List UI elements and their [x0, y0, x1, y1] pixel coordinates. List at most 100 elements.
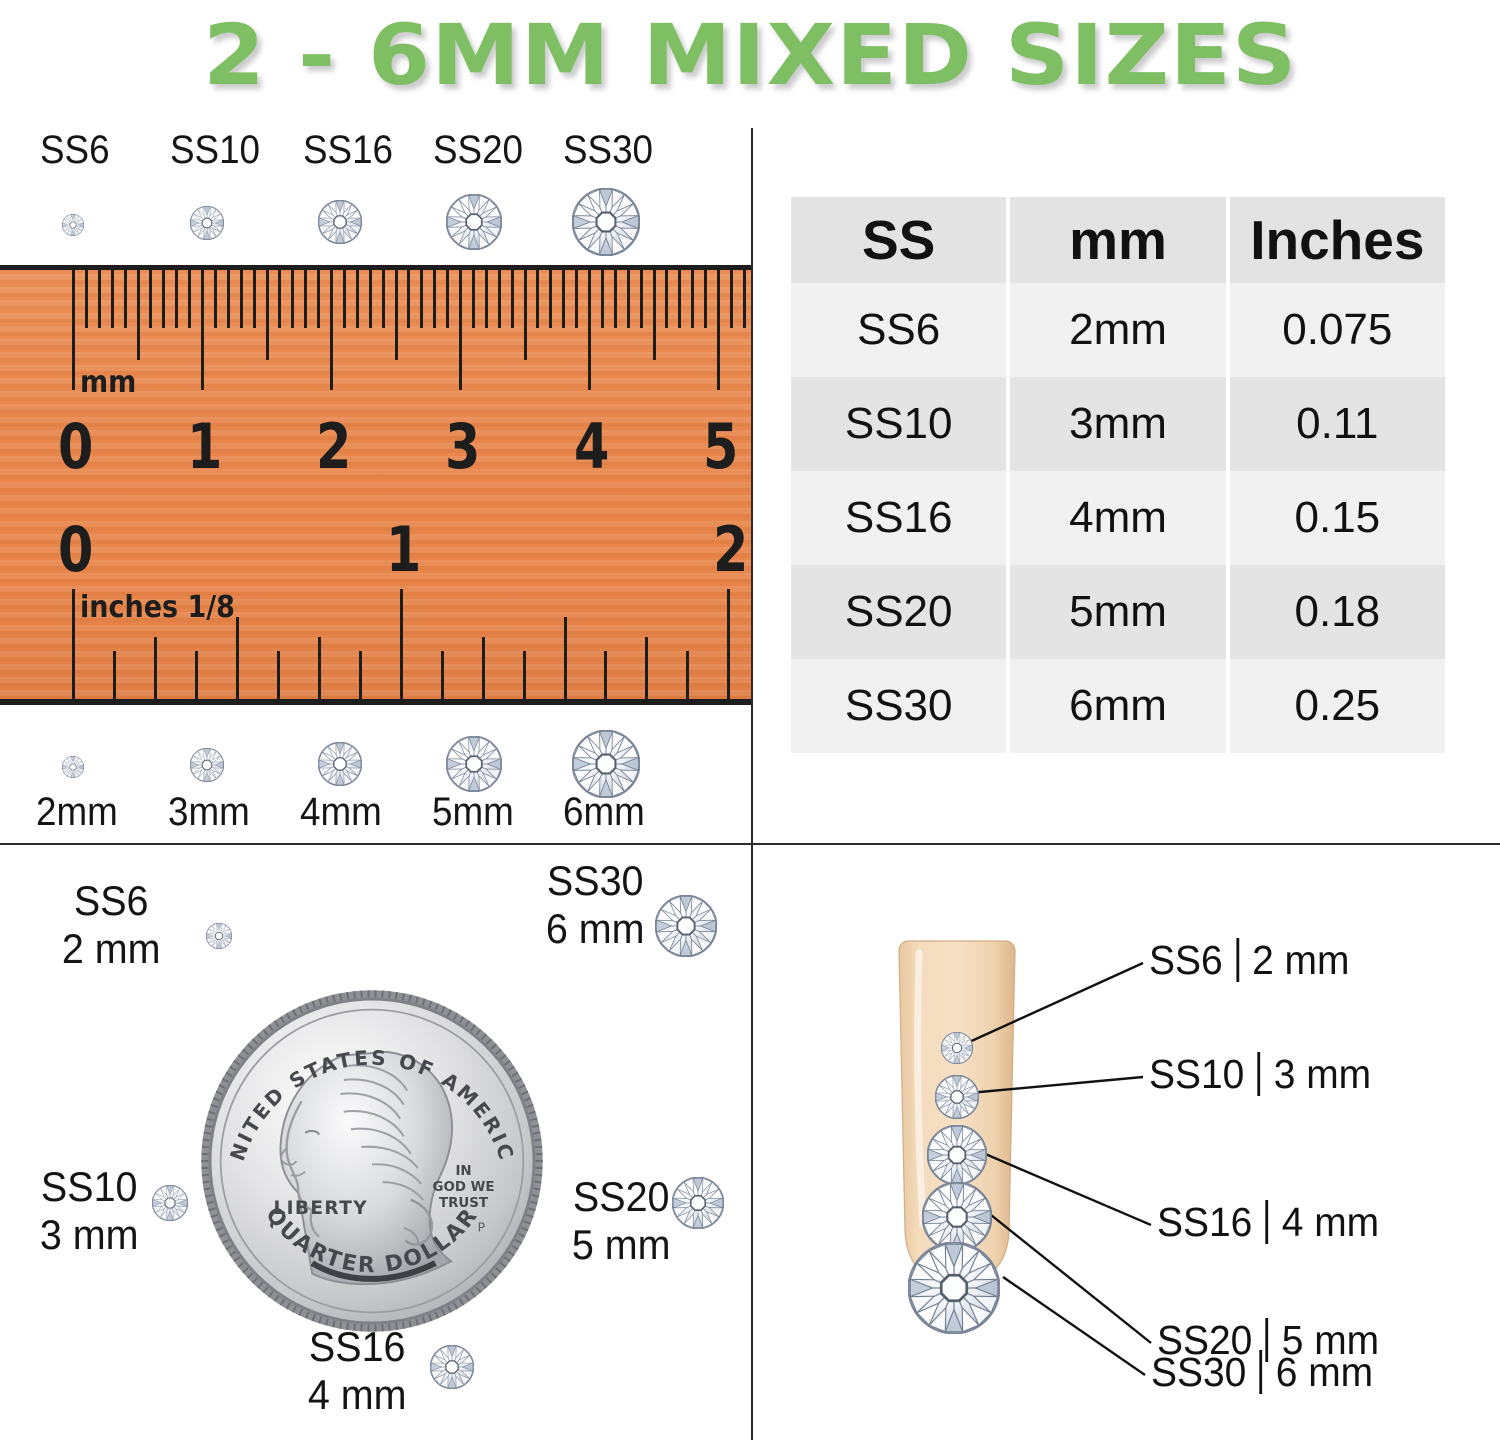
- size-conversion-table: SS mm Inches SS6 2mm 0.075 SS10 3mm 0.11…: [787, 197, 1449, 753]
- bottom-stone-row: [0, 722, 751, 799]
- cell-mm: 3mm: [1010, 377, 1226, 471]
- coin-label-ss30-mm: 6 mm: [545, 905, 645, 953]
- bottom-mm-label-1: 3mm: [168, 790, 250, 834]
- coin-motto-text: IN GOD WE TRUST: [433, 1164, 495, 1211]
- ruler-mm-unit-label: mm: [80, 365, 137, 400]
- nail-callout-ss20: SS20 5 mm: [1157, 1317, 1379, 1364]
- coin-label-ss10-ss: SS10: [40, 1163, 138, 1210]
- nail-callout-ss16-mm: 4 mm: [1281, 1199, 1380, 1245]
- cell-inches: 0.18: [1229, 565, 1445, 659]
- top-ss-label-2: SS16: [303, 128, 394, 172]
- top-ss-label-row: SS6 SS10 SS16 SS20 SS30: [0, 128, 751, 186]
- top-ss-label-0: SS6: [40, 128, 110, 172]
- ruler-mm-number: 4: [574, 410, 610, 483]
- ruler-inches-unit-label: inches 1/8: [80, 590, 235, 625]
- nail-callout-ss10-mm: 3 mm: [1273, 1051, 1372, 1097]
- rhinestone-ss6: [205, 922, 233, 950]
- nail-rhinestone-ss6: [940, 1031, 974, 1065]
- cell-inches: 0.075: [1229, 283, 1445, 377]
- coin-label-ss16-ss: SS16: [308, 1323, 406, 1370]
- coin-label-ss10: SS10 3 mm: [14, 1163, 164, 1260]
- rhinestone-ss6: [61, 213, 85, 237]
- separator-bar: [1265, 1200, 1269, 1244]
- nail-callout-ss6-ss: SS6: [1149, 937, 1223, 983]
- rhinestone-ss30: [571, 187, 641, 257]
- ruler-mm-number: 5: [703, 410, 739, 483]
- nail-comparison-panel: SS6 2 mm SS10 3 mm SS16 4 mm SS20 5 mm SS30 6…: [751, 845, 1500, 1440]
- top-stone-row: [0, 186, 751, 258]
- cell-ss: SS16: [791, 471, 1007, 565]
- coin-label-ss16-mm: 4 mm: [307, 1371, 407, 1419]
- svg-text:TRUST: TRUST: [439, 1196, 489, 1211]
- rhinestone-ss20: [445, 735, 503, 793]
- coin-mintmark: P: [478, 1220, 485, 1234]
- ruler-mm-number: 0: [58, 410, 94, 483]
- rhinestone-ss10: [189, 205, 225, 241]
- coin-label-ss20-mm: 5 mm: [571, 1221, 671, 1269]
- rhinestone-ss10: [151, 1184, 189, 1222]
- ruler-top-edge: [0, 265, 751, 270]
- bottom-mm-label-0: 2mm: [36, 790, 118, 834]
- rhinestone-ss30: [654, 894, 718, 958]
- separator-bar: [1259, 1350, 1263, 1394]
- nail-diagram: [898, 940, 1152, 1376]
- nail-rhinestone-ss10: [934, 1074, 980, 1120]
- cell-mm: 4mm: [1010, 471, 1226, 565]
- cell-ss: SS20: [791, 565, 1007, 659]
- horizontal-divider-left: [0, 843, 751, 845]
- coin-comparison-panel: UNITED STATES OF AMERICA QUARTER DOLLAR …: [0, 845, 751, 1440]
- bottom-mm-label-2: 4mm: [300, 790, 382, 834]
- cell-ss: SS10: [791, 377, 1007, 471]
- rhinestone-ss16: [317, 199, 363, 245]
- nail-callout-ss10-ss: SS10: [1149, 1051, 1245, 1097]
- nail-rhinestone-ss16: [926, 1124, 988, 1186]
- coin-label-ss16: SS16 4 mm: [282, 1323, 432, 1420]
- horizontal-divider-right: [751, 843, 1500, 845]
- ruler-mm-number: 3: [445, 410, 481, 483]
- nail-callout-ss20-mm: 5 mm: [1281, 1317, 1380, 1363]
- top-ss-label-4: SS30: [563, 128, 654, 172]
- nail-callout-ss6-mm: 2 mm: [1252, 937, 1350, 983]
- table-row: SS6 2mm 0.075: [791, 283, 1445, 377]
- cell-mm: 5mm: [1010, 565, 1226, 659]
- page-title: 2 - 6MM MIXED SIZES: [202, 6, 1298, 104]
- vertical-divider: [751, 128, 753, 1440]
- coin-liberty-text: LIBERTY: [273, 1198, 368, 1219]
- nail-rhinestone-ss30: [907, 1241, 1001, 1335]
- rhinestone-ss10: [189, 747, 225, 783]
- table-row: SS30 6mm 0.25: [791, 659, 1445, 753]
- coin-label-ss30-ss: SS30: [546, 857, 644, 904]
- table-header-inches: Inches: [1229, 197, 1445, 283]
- bottom-mm-label-row: 2mm 3mm 4mm 5mm 6mm: [0, 790, 751, 840]
- cell-ss: SS6: [791, 283, 1007, 377]
- top-ss-label-3: SS20: [433, 128, 524, 172]
- callout-lines: [955, 961, 1152, 1376]
- table-header-mm: mm: [1010, 197, 1226, 283]
- ruler-inch-number: 1: [385, 513, 422, 586]
- nail-callout-ss30-mm: 6 mm: [1275, 1349, 1374, 1395]
- cell-ss: SS30: [791, 659, 1007, 753]
- nail-callout-ss16: SS16 4 mm: [1157, 1199, 1379, 1246]
- bottom-mm-label-3: 5mm: [432, 790, 514, 834]
- coin-label-ss10-mm: 3 mm: [39, 1211, 139, 1259]
- nail-callout-ss30: SS30 6 mm: [1151, 1349, 1373, 1396]
- ruler-mm-number: 2: [316, 410, 352, 483]
- nail-highlight: [914, 949, 927, 1229]
- nail-rhinestone-ss20: [921, 1181, 993, 1253]
- rhinestone-ss20: [445, 193, 503, 251]
- top-ss-label-1: SS10: [170, 128, 261, 172]
- bottom-mm-label-4: 6mm: [563, 790, 645, 834]
- us-quarter-coin: UNITED STATES OF AMERICA QUARTER DOLLAR …: [196, 985, 543, 1332]
- nail-callout-ss30-ss: SS30: [1151, 1349, 1247, 1395]
- separator-bar: [1257, 1052, 1261, 1096]
- ruler-mm-number: 1: [187, 410, 223, 483]
- table-header-ss: SS: [791, 197, 1007, 283]
- cell-mm: 2mm: [1010, 283, 1226, 377]
- cell-inches: 0.15: [1229, 471, 1445, 565]
- coin-label-ss20: SS20 5 mm: [546, 1173, 696, 1270]
- coin-label-ss6: SS6 2 mm: [36, 877, 186, 974]
- ruler-inch-number: 2: [713, 513, 749, 586]
- title-bar: 2 - 6MM MIXED SIZES: [0, 0, 1500, 110]
